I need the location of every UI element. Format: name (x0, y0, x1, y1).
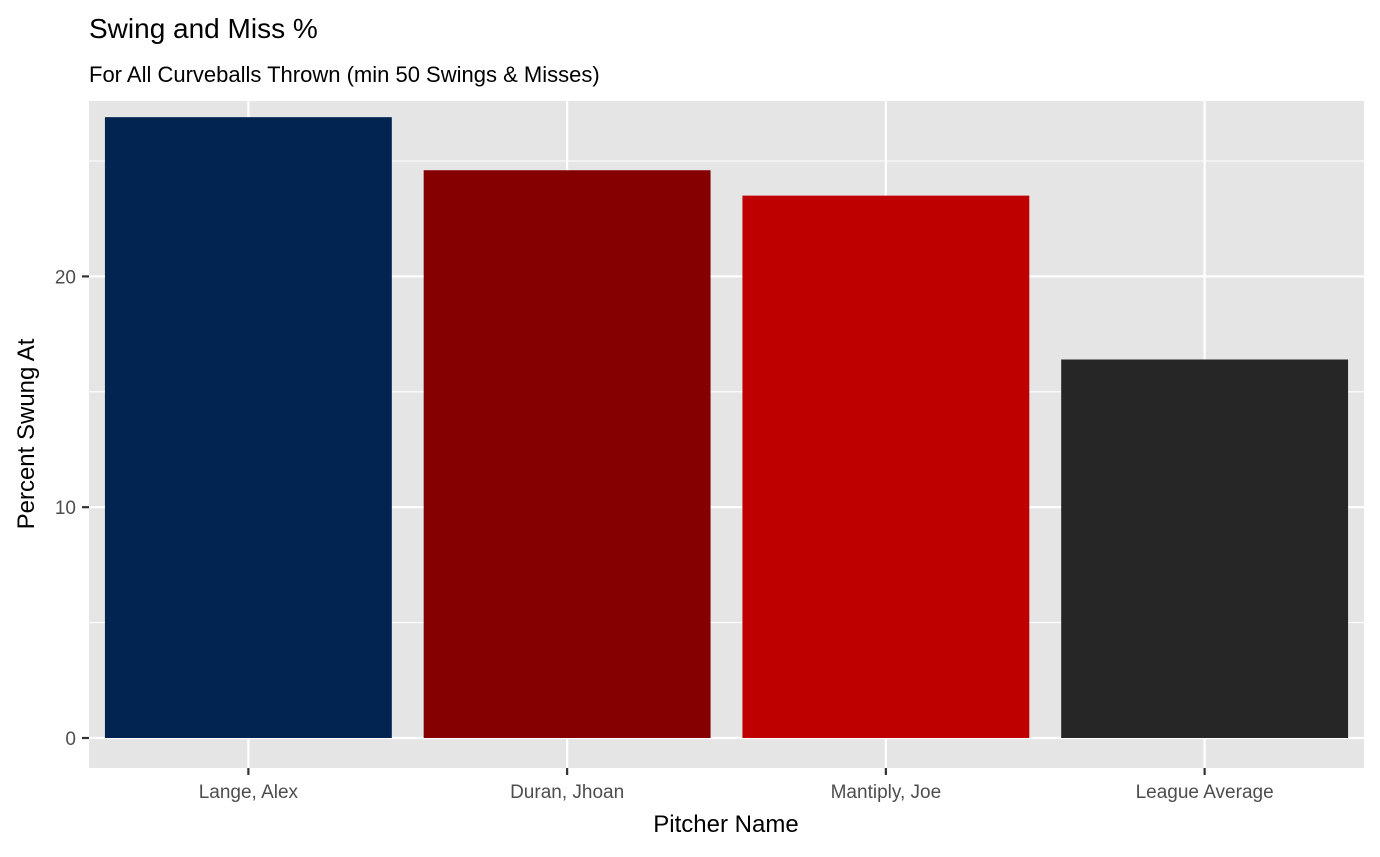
x-tick-label: Lange, Alex (199, 782, 299, 803)
y-axis-title: Percent Swung At (13, 338, 40, 529)
bars (104, 117, 1349, 738)
x-tick-label: Mantiply, Joe (831, 782, 942, 803)
bar-lange-alex (104, 117, 392, 738)
x-tick-label: Duran, Jhoan (510, 782, 624, 803)
chart-subtitle: For All Curveballs Thrown (min 50 Swings… (89, 62, 600, 87)
chart-title: Swing and Miss % (89, 13, 318, 44)
y-tick-label: 0 (65, 729, 76, 750)
axes: 0 10 20 Lange, Alex Duran, Jhoan Mantiply, Jo… (55, 267, 1274, 803)
x-tick-label: League Average (1136, 782, 1274, 803)
x-axis-title: Pitcher Name (653, 811, 798, 838)
y-tick-label: 20 (55, 267, 76, 288)
bar-mantiply-joe (742, 195, 1030, 738)
bar-league-average (1061, 359, 1349, 738)
bar-duran-jhoan (423, 170, 711, 738)
y-tick-label: 10 (55, 498, 76, 519)
